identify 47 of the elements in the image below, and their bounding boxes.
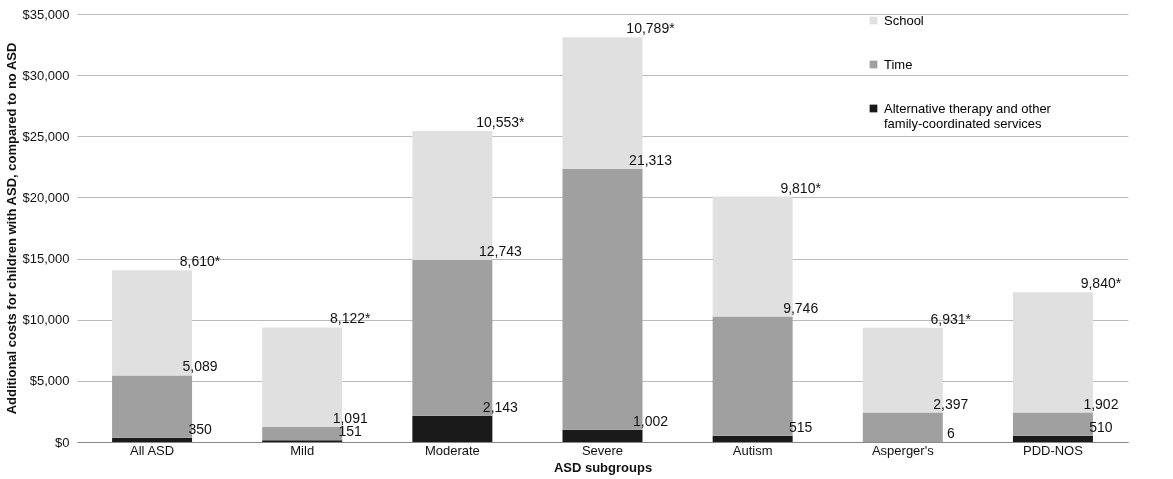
data-label: 1,002 <box>632 412 669 429</box>
legend-label: Time <box>884 56 913 72</box>
y-tick-label: $15,000 <box>22 251 70 267</box>
data-label: 9,810* <box>780 179 822 196</box>
x-tick-label: Autism <box>732 442 773 458</box>
data-label: 9,840* <box>1080 275 1122 292</box>
data-label: 515 <box>788 418 813 435</box>
bar <box>1012 435 1093 442</box>
data-label: 5,089 <box>182 358 218 375</box>
data-label: 8,610* <box>179 253 221 270</box>
x-tick-label: All ASD <box>130 442 175 458</box>
data-label: 10,789* <box>626 20 676 37</box>
y-tick-label: $10,000 <box>22 312 70 328</box>
data-label: 10,553* <box>476 113 526 130</box>
x-tick-label: Moderate <box>424 442 480 458</box>
x-tick-label: Mild <box>290 442 315 458</box>
bar <box>562 429 643 442</box>
y-tick-label: $5,000 <box>29 373 70 389</box>
data-label: 1,902 <box>1083 395 1119 412</box>
data-label: 8,122* <box>329 310 372 327</box>
data-label: 2,143 <box>482 398 519 415</box>
x-tick-label: Asperger's <box>871 442 935 458</box>
data-label: 151 <box>338 423 363 440</box>
bar <box>412 415 493 442</box>
y-tick-label: $20,000 <box>22 189 70 205</box>
y-tick-label: $30,000 <box>22 67 70 83</box>
data-label: 2,397 <box>933 395 969 412</box>
legend-label: School <box>884 12 924 28</box>
bar <box>112 437 193 442</box>
bar <box>712 435 793 442</box>
data-label: 12,743 <box>478 242 522 259</box>
x-tick-label: PDD-NOS <box>1022 442 1084 458</box>
data-label: 350 <box>188 420 212 437</box>
legend-label: Alternative therapy and other family-coordinated services <box>884 100 1052 131</box>
data-label: 510 <box>1089 418 1113 435</box>
data-label: 21,313 <box>629 152 673 169</box>
data-label: 9,746 <box>783 299 819 316</box>
x-axis-title: ASD subgroups <box>553 459 653 475</box>
x-tick-label: Severe <box>581 442 624 458</box>
y-tick-label: $35,000 <box>22 6 70 22</box>
y-tick-label: $25,000 <box>22 128 70 144</box>
y-tick-label: $0 <box>55 434 70 450</box>
bar <box>862 412 943 442</box>
data-label: 6,931* <box>930 310 972 327</box>
data-label: 6 <box>946 424 955 441</box>
y-axis-title: Additional costs for children with ASD, compared to no ASD <box>3 42 19 415</box>
data-label: 1,091 <box>332 409 368 426</box>
